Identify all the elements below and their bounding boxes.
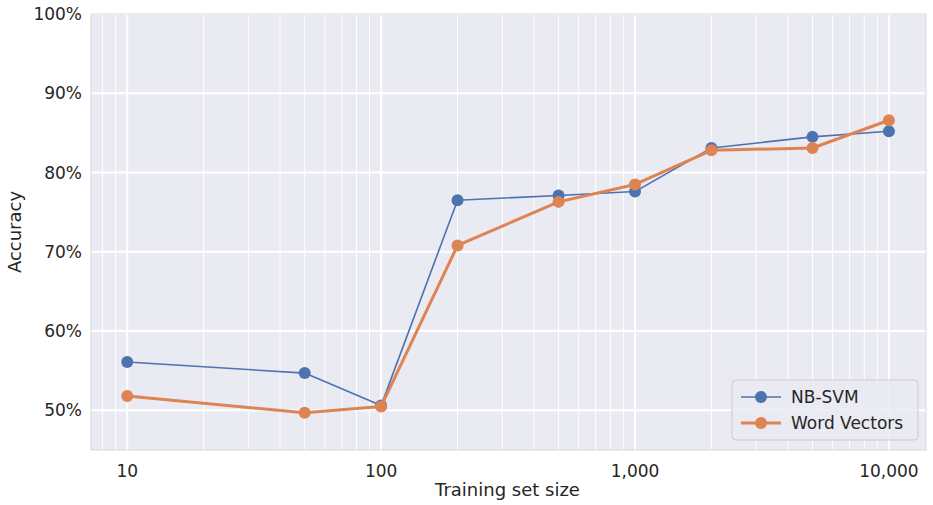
minor-grid-line: [457, 14, 458, 450]
minor-grid-line: [623, 14, 624, 450]
legend-box: [732, 380, 918, 440]
x-tick-label: 100: [365, 461, 397, 481]
minor-grid-line: [280, 14, 281, 450]
y-grid-line: [91, 92, 926, 94]
minor-grid-line: [115, 14, 116, 450]
series-marker: [375, 400, 387, 412]
y-tick-label: 100%: [33, 4, 82, 24]
legend-marker: [755, 417, 767, 429]
minor-grid-line: [711, 14, 712, 450]
minor-grid-line: [324, 14, 325, 450]
minor-grid-line: [502, 14, 503, 450]
x-tick-label: 10: [116, 461, 138, 481]
minor-grid-line: [304, 14, 305, 450]
legend: NB-SVM Word Vectors: [732, 380, 918, 440]
x-grid-line: [126, 14, 128, 450]
series-marker: [299, 407, 311, 419]
y-tick-label: 60%: [44, 321, 82, 341]
y-tick-label: 80%: [44, 163, 82, 183]
x-grid-line: [380, 14, 382, 450]
series-marker: [806, 142, 818, 154]
grid: [91, 14, 926, 450]
minor-grid-line: [610, 14, 611, 450]
y-grid-line: [91, 251, 926, 253]
minor-grid-line: [578, 14, 579, 450]
y-axis-label: Accuracy: [4, 191, 25, 274]
series-marker: [806, 131, 818, 143]
legend-marker: [755, 391, 767, 403]
series-marker: [121, 356, 133, 368]
series-marker: [452, 239, 464, 251]
y-grid-line: [91, 172, 926, 174]
minor-grid-line: [369, 14, 370, 450]
series-marker: [883, 114, 895, 126]
minor-grid-line: [595, 14, 596, 450]
series-marker: [121, 390, 133, 402]
x-tick-label: 10,000: [859, 461, 918, 481]
minor-grid-line: [102, 14, 103, 450]
series-marker: [452, 194, 464, 206]
y-tick-label: 50%: [44, 400, 82, 420]
x-tick-label: 1,000: [611, 461, 660, 481]
series-marker: [705, 144, 717, 156]
series-marker: [553, 196, 565, 208]
series-line: [127, 120, 889, 413]
series-marker: [299, 367, 311, 379]
plot-frame: [91, 14, 926, 450]
minor-grid-line: [341, 14, 342, 450]
series-marker: [883, 125, 895, 137]
data-area: [121, 114, 895, 419]
legend-label: Word Vectors: [791, 413, 903, 433]
y-grid-line: [91, 330, 926, 332]
minor-grid-line: [203, 14, 204, 450]
legend-label: NB-SVM: [791, 387, 859, 407]
minor-grid-line: [356, 14, 357, 450]
chart: 10 100 1,000 10,000 50% 60% 70% 80% 90% 100% Train…: [0, 0, 933, 505]
x-axis-label: Training set size: [434, 479, 580, 500]
y-tick-label: 70%: [44, 242, 82, 262]
y-tick-label: 90%: [44, 83, 82, 103]
plot-background: [91, 14, 926, 450]
minor-grid-line: [533, 14, 534, 450]
series-marker: [629, 178, 641, 190]
minor-grid-line: [248, 14, 249, 450]
series-marker: [375, 400, 387, 412]
x-grid-line: [634, 14, 636, 450]
minor-grid-line: [558, 14, 559, 450]
series-line: [127, 131, 889, 405]
